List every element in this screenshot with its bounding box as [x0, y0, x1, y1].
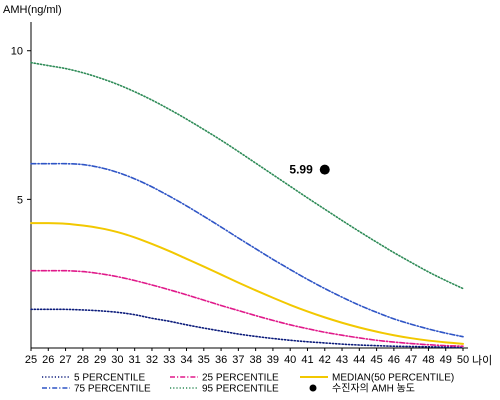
- legend-label: 75 PERCENTILE: [74, 384, 151, 395]
- legend-label: MEDIAN(50 PERCENTILE): [332, 373, 454, 384]
- series-line-median-50-percentile: [30, 222, 464, 345]
- x-tick-label: 40: [284, 354, 296, 366]
- x-tick-label: 47: [405, 354, 417, 366]
- y-tick-label: 10: [11, 46, 23, 58]
- series-lines: [30, 61, 464, 349]
- x-tick-label: 33: [163, 354, 175, 366]
- x-tick-label: 26: [42, 354, 54, 366]
- x-tick-label: 34: [180, 354, 192, 366]
- series-line-25-percentile: [30, 269, 464, 348]
- x-tick-label: 50: [457, 354, 469, 366]
- x-tick-label: 37: [232, 354, 244, 366]
- patient-amh-value: 5.99: [289, 163, 313, 177]
- y-tick-label: 5: [17, 194, 23, 206]
- x-tick-label: 36: [215, 354, 227, 366]
- legend-label: 95 PERCENTILE: [202, 384, 279, 395]
- y-axis-title: AMH(ng/ml): [3, 4, 62, 16]
- legend-marker-dot: [309, 384, 317, 392]
- patient-marker: 5.99: [289, 163, 330, 177]
- legend-label: 25 PERCENTILE: [202, 373, 279, 384]
- x-tick-label: 49: [440, 354, 452, 366]
- x-tick-label: 42: [319, 354, 331, 366]
- legend: 5 PERCENTILE 25 PERCENTILE MEDIAN(50 PERCE…: [42, 373, 454, 395]
- x-tick-label: 29: [94, 354, 106, 366]
- x-tick-label: 31: [129, 354, 141, 366]
- plot-area: 5 10 25 26 27 28 29 30 31 32 33 34 35 36 37 38 39 40 41 42…: [11, 22, 469, 366]
- x-tick-label: 41: [301, 354, 313, 366]
- x-tick-label: 30: [111, 354, 123, 366]
- legend-label: 수진자의 AMH 농도: [332, 383, 415, 395]
- series-line-75-percentile: [30, 162, 464, 338]
- y-axis-label: AMH(ng/ml): [3, 4, 62, 16]
- x-tick-label: 44: [353, 354, 365, 366]
- x-tick-label: 25: [25, 354, 37, 366]
- legend-label: 5 PERCENTILE: [74, 373, 145, 384]
- x-tick-label: 39: [267, 354, 279, 366]
- x-tick-label: 38: [250, 354, 262, 366]
- series-line-5-percentile: [30, 308, 464, 349]
- series-line-95-percentile: [30, 61, 464, 290]
- y-ticks: 5 10: [11, 46, 31, 206]
- x-tick-label: 46: [388, 354, 400, 366]
- x-tick-label: 32: [146, 354, 158, 366]
- x-tick-label: 35: [198, 354, 210, 366]
- x-tick-label: 28: [77, 354, 89, 366]
- x-tick-label: 48: [422, 354, 434, 366]
- patient-amh-point: [319, 164, 330, 175]
- x-ticks: 25 26 27 28 29 30 31 32 33 34 35 36 37 38 39 40 41 42 43 44…: [25, 348, 469, 366]
- x-tick-label: 43: [336, 354, 348, 366]
- x-tick-label: 45: [370, 354, 382, 366]
- x-axis-label: 나이: [472, 354, 492, 367]
- x-tick-label: 27: [59, 354, 71, 366]
